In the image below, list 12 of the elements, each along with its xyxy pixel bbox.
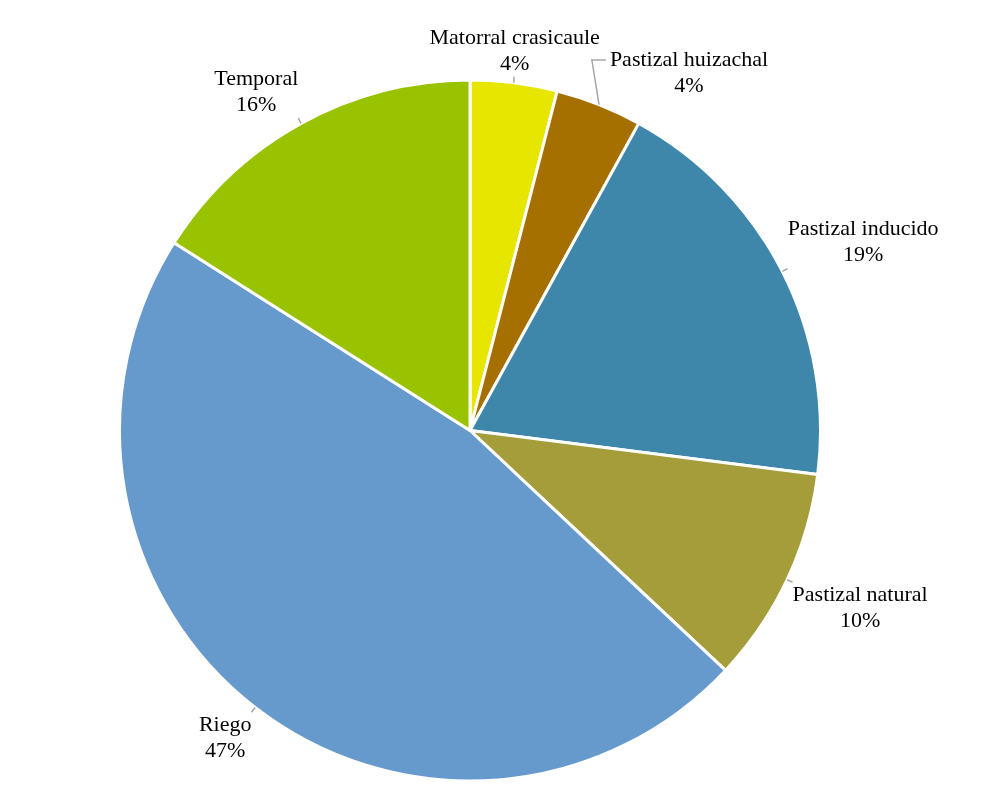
slice-label: Pastizal natural xyxy=(792,581,928,607)
slice-label: Riego xyxy=(198,710,252,736)
slice-label: Temporal xyxy=(214,64,299,90)
data-label: 4% xyxy=(674,71,704,97)
slice-label: Pastizal huizachal xyxy=(609,45,769,71)
slice-label: Pastizal inducido xyxy=(787,215,939,241)
data-label: 10% xyxy=(839,607,881,633)
data-label: 16% xyxy=(236,90,277,116)
data-label: 4% xyxy=(500,49,530,75)
data-label: 47% xyxy=(205,736,246,762)
data-label: 19% xyxy=(842,241,884,267)
slice-label: Matorral crasicaule xyxy=(429,23,600,49)
